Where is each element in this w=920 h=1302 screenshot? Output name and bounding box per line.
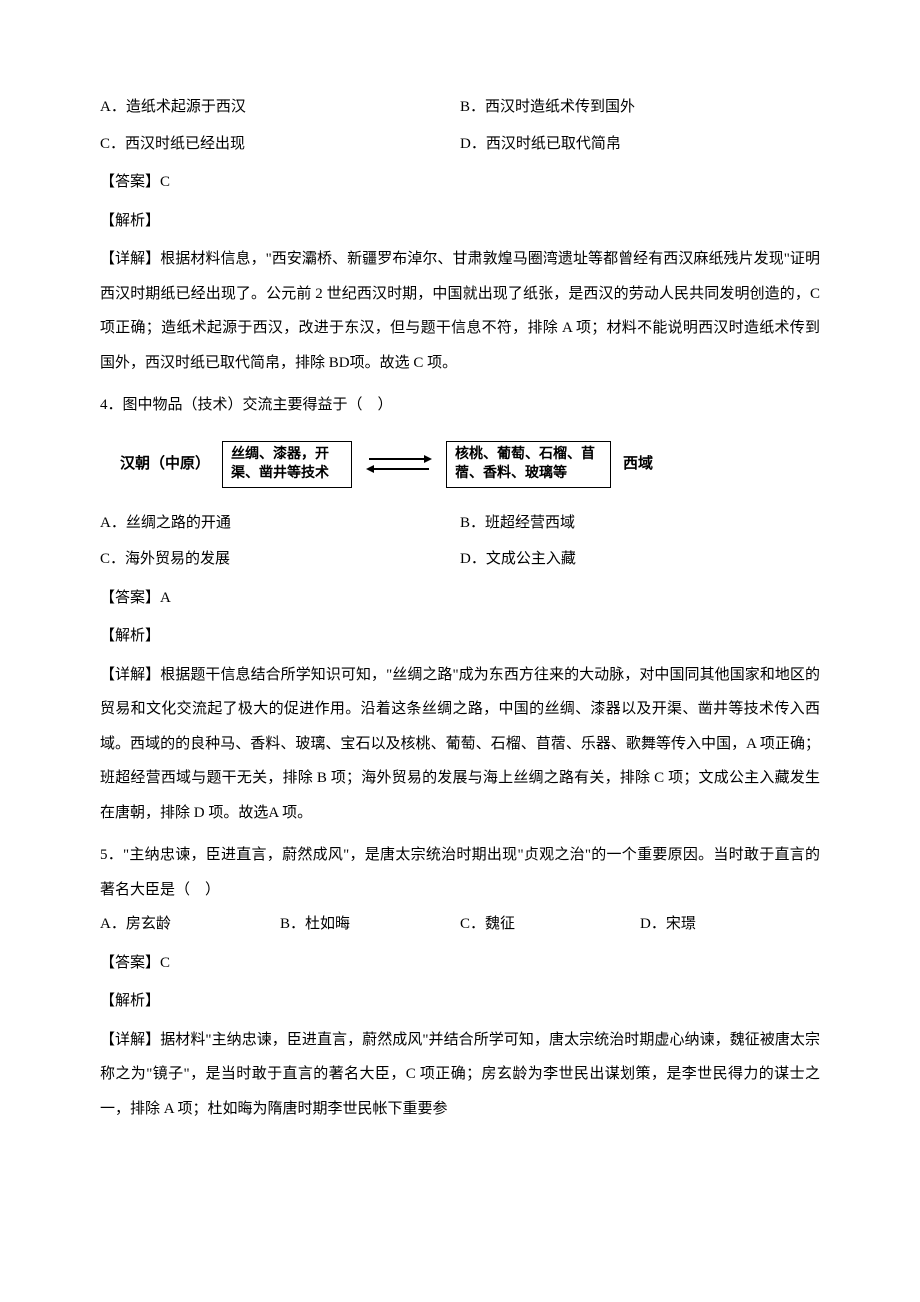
q-prev-option-a: A．造纸术起源于西汉 — [100, 90, 460, 125]
q-prev-option-b: B．西汉时造纸术传到国外 — [460, 90, 820, 125]
q4-diagram-right-label: 西域 — [623, 447, 653, 482]
q5-option-c: C．魏征 — [460, 907, 640, 942]
q-prev-answer: 【答案】C — [100, 165, 820, 200]
q5-options: A．房玄龄 B．杜如晦 C．魏征 D．宋璟 — [100, 907, 820, 942]
exchange-arrow-icon — [364, 450, 434, 478]
q5-option-d: D．宋璟 — [640, 907, 820, 942]
q4-answer: 【答案】A — [100, 581, 820, 616]
q4-diagram-left-box: 丝绸、漆器，开渠、凿井等技术 — [222, 441, 352, 488]
q4-options-cd: C．海外贸易的发展 D．文成公主入藏 — [100, 542, 820, 577]
q4-option-a: A．丝绸之路的开通 — [100, 506, 460, 541]
q5-option-a: A．房玄龄 — [100, 907, 280, 942]
q4-diagram-right-box: 核桃、葡萄、石榴、苜蓿、香料、玻璃等 — [446, 441, 611, 488]
q4-option-d: D．文成公主入藏 — [460, 542, 820, 577]
q4-stem: 4．图中物品（技术）交流主要得益于（ ） — [100, 388, 820, 423]
q-prev-explanation: 【详解】根据材料信息，"西安灞桥、新疆罗布淖尔、甘肃敦煌马圈湾遗址等都曾经有西汉… — [100, 242, 820, 380]
q4-option-b: B．班超经营西域 — [460, 506, 820, 541]
q-prev-option-d: D．西汉时纸已取代简帛 — [460, 127, 820, 162]
q-prev-options-ab: A．造纸术起源于西汉 B．西汉时造纸术传到国外 — [100, 90, 820, 125]
q4-diagram-left-label: 汉朝（中原） — [120, 447, 210, 482]
q-prev-analysis-label: 【解析】 — [100, 204, 820, 239]
q4-analysis-label: 【解析】 — [100, 619, 820, 654]
q4-explanation: 【详解】根据题干信息结合所学知识可知，"丝绸之路"成为东西方往来的大动脉，对中国… — [100, 658, 820, 831]
q4-diagram: 汉朝（中原） 丝绸、漆器，开渠、凿井等技术 核桃、葡萄、石榴、苜蓿、香料、玻璃等… — [120, 441, 820, 488]
q5-answer: 【答案】C — [100, 946, 820, 981]
q5-option-b: B．杜如晦 — [280, 907, 460, 942]
q-prev-options-cd: C．西汉时纸已经出现 D．西汉时纸已取代简帛 — [100, 127, 820, 162]
q4-options-ab: A．丝绸之路的开通 B．班超经营西域 — [100, 506, 820, 541]
q-prev-option-c: C．西汉时纸已经出现 — [100, 127, 460, 162]
q5-analysis-label: 【解析】 — [100, 984, 820, 1019]
q5-explanation: 【详解】据材料"主纳忠谏，臣进直言，蔚然成风"并结合所学可知，唐太宗统治时期虚心… — [100, 1023, 820, 1127]
q4-option-c: C．海外贸易的发展 — [100, 542, 460, 577]
q5-stem: 5．"主纳忠谏，臣进直言，蔚然成风"，是唐太宗统治时期出现"贞观之治"的一个重要… — [100, 838, 820, 907]
